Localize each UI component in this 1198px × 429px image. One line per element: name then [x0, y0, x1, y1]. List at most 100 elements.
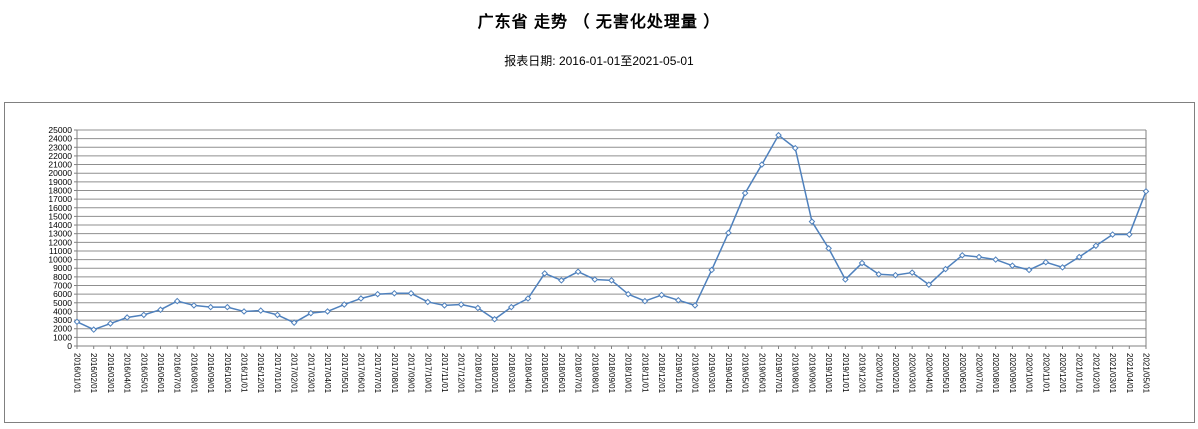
svg-text:2021/04/01: 2021/04/01: [1125, 353, 1134, 394]
svg-text:2019/02/01: 2019/02/01: [691, 353, 700, 394]
svg-text:18000: 18000: [48, 185, 72, 195]
svg-text:2021/03/01: 2021/03/01: [1108, 353, 1117, 394]
svg-text:13000: 13000: [48, 229, 72, 239]
x-axis-ticks: [76, 346, 1147, 349]
svg-text:2020/12/01: 2020/12/01: [1058, 353, 1067, 394]
svg-text:2016/08/01: 2016/08/01: [189, 353, 198, 394]
svg-text:2018/07/01: 2018/07/01: [574, 353, 583, 394]
svg-text:2018/02/01: 2018/02/01: [490, 353, 499, 394]
svg-text:2016/10/01: 2016/10/01: [223, 353, 232, 394]
svg-text:2019/07/01: 2019/07/01: [774, 353, 783, 394]
svg-text:2020/09/01: 2020/09/01: [1008, 353, 1017, 394]
svg-text:2016/03/01: 2016/03/01: [106, 353, 115, 394]
svg-text:2020/03/01: 2020/03/01: [908, 353, 917, 394]
svg-text:6000: 6000: [53, 289, 72, 299]
svg-text:2020/07/01: 2020/07/01: [974, 353, 983, 394]
svg-text:2017/02/01: 2017/02/01: [290, 353, 299, 394]
svg-text:2016/05/01: 2016/05/01: [139, 353, 148, 394]
svg-text:1000: 1000: [53, 332, 72, 342]
svg-text:2016/04/01: 2016/04/01: [123, 353, 132, 394]
svg-text:19000: 19000: [48, 177, 72, 187]
x-axis-labels: 2016/01/01 2016/02/01 2016/03/01 2016/04/01…: [73, 353, 1151, 394]
svg-text:3000: 3000: [53, 315, 72, 325]
svg-text:2018/03/01: 2018/03/01: [507, 353, 516, 394]
svg-text:2018/10/01: 2018/10/01: [624, 353, 633, 394]
trend-line-chart: 0100020003000400050006000700080009000100…: [48, 125, 1151, 394]
axes: [76, 130, 1147, 347]
svg-text:22000: 22000: [48, 151, 72, 161]
data-point-markers: [73, 131, 1150, 333]
svg-text:2017/01/01: 2017/01/01: [273, 353, 282, 394]
svg-text:2016/06/01: 2016/06/01: [156, 353, 165, 394]
svg-text:2017/11/01: 2017/11/01: [440, 353, 449, 393]
svg-text:2020/02/01: 2020/02/01: [891, 353, 900, 394]
svg-text:2017/12/01: 2017/12/01: [457, 353, 466, 394]
svg-text:2019/01/01: 2019/01/01: [674, 353, 683, 394]
svg-text:24000: 24000: [48, 134, 72, 144]
svg-text:2017/05/01: 2017/05/01: [340, 353, 349, 394]
svg-text:2021/05/01: 2021/05/01: [1142, 353, 1151, 394]
svg-text:2019/04/01: 2019/04/01: [724, 353, 733, 394]
svg-text:12000: 12000: [48, 237, 72, 247]
svg-text:9000: 9000: [53, 263, 72, 273]
svg-text:2018/08/01: 2018/08/01: [590, 353, 599, 394]
svg-text:2016/09/01: 2016/09/01: [206, 353, 215, 394]
svg-text:2016/11/01: 2016/11/01: [240, 353, 249, 393]
svg-text:2017/04/01: 2017/04/01: [323, 353, 332, 394]
svg-text:25000: 25000: [48, 125, 72, 135]
svg-text:2017/07/01: 2017/07/01: [373, 353, 382, 394]
svg-text:2000: 2000: [53, 324, 72, 334]
svg-text:2018/12/01: 2018/12/01: [657, 353, 666, 394]
svg-text:21000: 21000: [48, 160, 72, 170]
svg-text:2021/01/01: 2021/01/01: [1075, 353, 1084, 394]
svg-text:20000: 20000: [48, 168, 72, 178]
svg-text:5000: 5000: [53, 298, 72, 308]
chart-title: 广东省 走势 （ 无害化处理量 ）: [477, 14, 721, 31]
svg-text:2020/04/01: 2020/04/01: [924, 353, 933, 394]
svg-text:15000: 15000: [48, 211, 72, 221]
svg-text:2020/11/01: 2020/11/01: [1041, 353, 1050, 393]
svg-text:2021/02/01: 2021/02/01: [1091, 353, 1100, 394]
svg-text:2019/06/01: 2019/06/01: [757, 353, 766, 394]
svg-text:2018/11/01: 2018/11/01: [640, 353, 649, 393]
y-axis-labels: 0100020003000400050006000700080009000100…: [48, 125, 72, 351]
svg-text:2016/12/01: 2016/12/01: [256, 353, 265, 394]
svg-text:2018/06/01: 2018/06/01: [557, 353, 566, 394]
report-date-range: 报表日期: 2016-01-01至2021-05-01: [504, 54, 694, 68]
svg-text:2020/08/01: 2020/08/01: [991, 353, 1000, 394]
svg-text:2018/05/01: 2018/05/01: [540, 353, 549, 394]
svg-text:2019/09/01: 2019/09/01: [807, 353, 816, 394]
svg-text:2017/10/01: 2017/10/01: [423, 353, 432, 394]
svg-text:2019/12/01: 2019/12/01: [858, 353, 867, 394]
svg-text:2018/04/01: 2018/04/01: [523, 353, 532, 394]
svg-text:0: 0: [67, 341, 72, 351]
svg-text:14000: 14000: [48, 220, 72, 230]
svg-text:10000: 10000: [48, 255, 72, 265]
y-gridlines: [77, 129, 1146, 347]
svg-text:2017/06/01: 2017/06/01: [356, 353, 365, 394]
svg-text:2019/05/01: 2019/05/01: [741, 353, 750, 394]
svg-text:2020/01/01: 2020/01/01: [874, 353, 883, 394]
svg-text:2020/06/01: 2020/06/01: [958, 353, 967, 394]
svg-text:2016/02/01: 2016/02/01: [89, 353, 98, 394]
svg-text:2020/10/01: 2020/10/01: [1025, 353, 1034, 394]
svg-text:2016/07/01: 2016/07/01: [173, 353, 182, 394]
svg-text:8000: 8000: [53, 272, 72, 282]
svg-text:7000: 7000: [53, 281, 72, 291]
svg-text:2019/11/01: 2019/11/01: [841, 353, 850, 393]
svg-text:2020/05/01: 2020/05/01: [941, 353, 950, 394]
svg-text:23000: 23000: [48, 142, 72, 152]
svg-text:2017/08/01: 2017/08/01: [390, 353, 399, 394]
svg-text:2017/03/01: 2017/03/01: [306, 353, 315, 394]
chart-frame: 0 1000 2000 3000 4000 5000 6000 7000 8000 9000 100…: [4, 102, 1195, 423]
svg-text:2018/09/01: 2018/09/01: [607, 353, 616, 394]
svg-text:16000: 16000: [48, 203, 72, 213]
svg-text:2019/03/01: 2019/03/01: [707, 353, 716, 394]
svg-text:17000: 17000: [48, 194, 72, 204]
svg-text:2019/10/01: 2019/10/01: [824, 353, 833, 394]
svg-text:2016/01/01: 2016/01/01: [73, 353, 82, 394]
svg-text:2019/08/01: 2019/08/01: [791, 353, 800, 394]
svg-text:4000: 4000: [53, 306, 72, 316]
svg-text:2018/01/01: 2018/01/01: [473, 353, 482, 394]
